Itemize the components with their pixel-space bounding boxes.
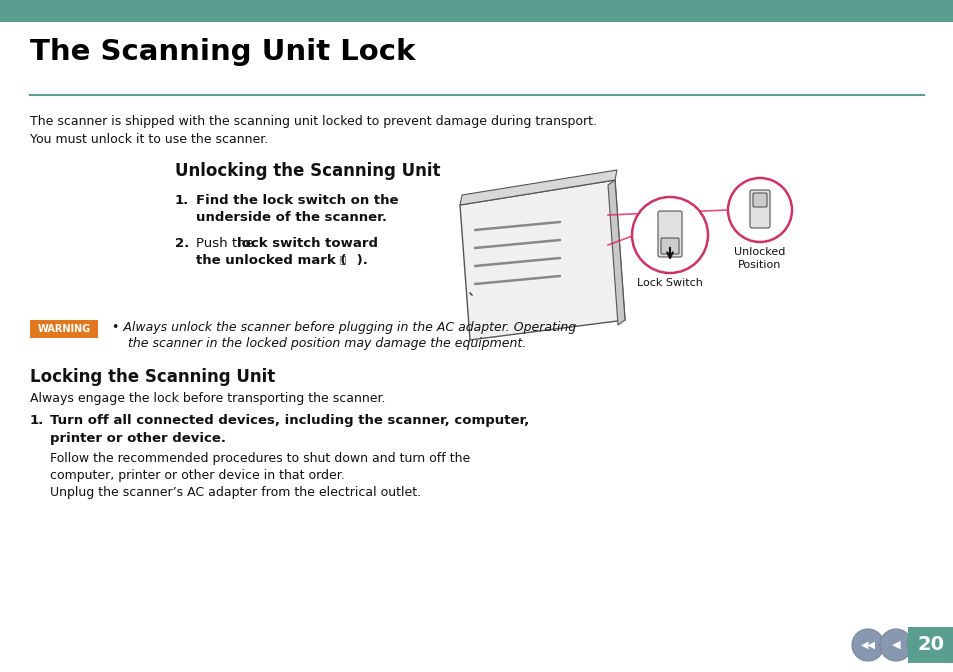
Text: Position: Position: [738, 260, 781, 270]
Text: printer or other device.: printer or other device.: [50, 432, 226, 445]
Text: the unlocked mark (: the unlocked mark (: [195, 254, 351, 267]
Circle shape: [879, 629, 911, 661]
Text: Unplug the scanner’s AC adapter from the electrical outlet.: Unplug the scanner’s AC adapter from the…: [50, 486, 420, 499]
Text: Lock Switch: Lock Switch: [637, 278, 702, 288]
Text: 1.: 1.: [30, 414, 44, 427]
Text: Turn off all connected devices, including the scanner, computer,: Turn off all connected devices, includin…: [50, 414, 529, 427]
Text: 1.: 1.: [174, 194, 189, 207]
Bar: [907, 627, 953, 663]
FancyBboxPatch shape: [752, 193, 766, 207]
Text: Unlocked: Unlocked: [734, 247, 785, 257]
Text: Unlocking the Scanning Unit: Unlocking the Scanning Unit: [174, 162, 440, 180]
Text: Push the: Push the: [195, 237, 258, 250]
Text: ◀◀: ◀◀: [860, 640, 875, 650]
Text: Follow the recommended procedures to shut down and turn off the: Follow the recommended procedures to shu…: [50, 452, 470, 465]
Text: ◀: ◀: [891, 640, 900, 650]
FancyBboxPatch shape: [660, 238, 679, 254]
Text: ▶: ▶: [918, 640, 926, 650]
Text: • Always unlock the scanner before plugging in the AC adapter. Operating: • Always unlock the scanner before plugg…: [112, 321, 576, 334]
Circle shape: [727, 178, 791, 242]
Text: 🔓: 🔓: [339, 254, 346, 264]
Polygon shape: [459, 180, 624, 340]
Text: WARNING: WARNING: [37, 324, 91, 334]
Polygon shape: [607, 180, 624, 325]
Text: Always engage the lock before transporting the scanner.: Always engage the lock before transporti…: [30, 392, 385, 405]
Bar: [0, 0, 953, 22]
Text: computer, printer or other device in that order.: computer, printer or other device in tha…: [50, 469, 344, 482]
Text: The Scanning Unit Lock: The Scanning Unit Lock: [30, 38, 416, 66]
Text: The scanner is shipped with the scanning unit locked to prevent damage during tr: The scanner is shipped with the scanning…: [30, 115, 597, 128]
Text: the scanner in the locked position may damage the equipment.: the scanner in the locked position may d…: [112, 337, 526, 350]
Circle shape: [851, 629, 883, 661]
Bar: [30, 320, 98, 338]
Text: Find the lock switch on the: Find the lock switch on the: [195, 194, 398, 207]
Text: underside of the scanner.: underside of the scanner.: [195, 211, 387, 224]
Text: Locking the Scanning Unit: Locking the Scanning Unit: [30, 368, 275, 386]
Circle shape: [631, 197, 707, 273]
Polygon shape: [459, 170, 617, 205]
FancyBboxPatch shape: [658, 211, 681, 257]
Text: ).: ).: [352, 254, 368, 267]
Text: lock switch toward: lock switch toward: [236, 237, 377, 250]
Text: 20: 20: [917, 636, 943, 655]
FancyBboxPatch shape: [749, 190, 769, 228]
Text: 2.: 2.: [174, 237, 189, 250]
Text: You must unlock it to use the scanner.: You must unlock it to use the scanner.: [30, 133, 268, 146]
Circle shape: [906, 629, 938, 661]
